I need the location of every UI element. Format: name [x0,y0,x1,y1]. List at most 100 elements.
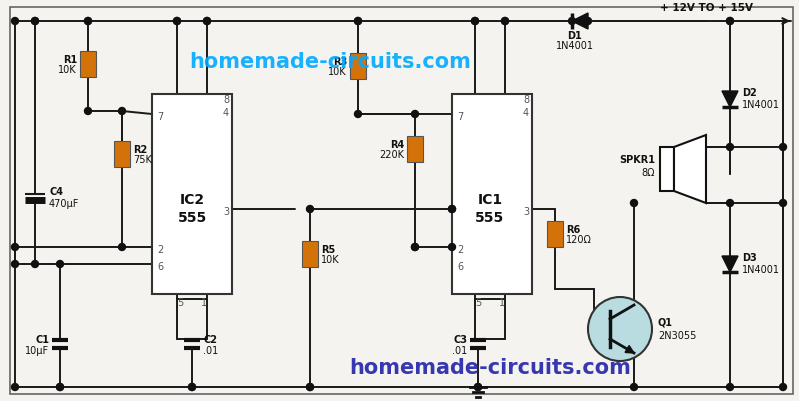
Text: C3: C3 [453,334,467,344]
Circle shape [85,108,92,115]
Bar [114,142,130,168]
Circle shape [630,200,638,207]
Bar [407,137,423,162]
Polygon shape [722,92,738,108]
Text: 1N4001: 1N4001 [742,264,780,274]
Text: 75K: 75K [133,155,152,164]
Circle shape [780,200,786,207]
Circle shape [189,383,196,391]
Text: Q1: Q1 [658,317,673,327]
Circle shape [307,206,313,213]
Circle shape [726,144,733,151]
Text: D1: D1 [567,31,582,41]
Circle shape [118,244,125,251]
Circle shape [173,18,181,25]
Circle shape [502,18,508,25]
Text: D2: D2 [742,88,757,98]
Circle shape [502,18,508,25]
Text: 1N4001: 1N4001 [742,100,780,110]
Text: 2: 2 [157,244,163,254]
Text: 5: 5 [475,297,481,307]
Text: 8: 8 [223,95,229,105]
Text: 1N4001: 1N4001 [556,41,594,51]
Text: R4: R4 [390,140,404,150]
Circle shape [57,261,63,268]
Text: IC2: IC2 [180,192,205,207]
Text: 555: 555 [177,211,207,225]
Text: IC1: IC1 [478,192,503,207]
Circle shape [85,18,92,25]
Text: 7: 7 [457,112,463,122]
Circle shape [204,18,210,25]
Text: SPKR1: SPKR1 [619,155,655,164]
Text: 470μF: 470μF [49,198,79,209]
Text: 3: 3 [523,207,529,217]
Circle shape [57,383,63,391]
Circle shape [118,108,125,115]
Text: + 12V TO + 15V: + 12V TO + 15V [660,3,753,13]
Text: .01: .01 [203,345,218,355]
Polygon shape [722,256,738,272]
Circle shape [726,18,733,25]
Circle shape [471,18,479,25]
Circle shape [726,383,733,391]
Circle shape [448,206,455,213]
Circle shape [585,18,591,25]
Circle shape [11,383,18,391]
Circle shape [57,383,63,391]
Circle shape [11,18,18,25]
Text: D3: D3 [742,252,757,262]
Text: 220K: 220K [379,150,404,160]
Text: .01: .01 [451,345,467,355]
Text: 10K: 10K [321,254,340,264]
Bar [350,54,366,80]
Bar [152,95,232,294]
Circle shape [355,111,361,118]
Circle shape [31,18,38,25]
Text: homemade-circuits.com: homemade-circuits.com [189,52,471,72]
Circle shape [355,18,361,25]
Text: 5: 5 [177,297,183,307]
Circle shape [569,18,575,25]
Polygon shape [674,136,706,203]
Text: 8: 8 [523,95,529,105]
Polygon shape [625,346,634,353]
Circle shape [11,244,18,251]
Text: 10K: 10K [58,65,77,75]
Circle shape [448,206,455,213]
Text: 120Ω: 120Ω [566,235,592,244]
Circle shape [630,383,638,391]
Text: 6: 6 [157,261,163,271]
Circle shape [726,200,733,207]
Text: 10K: 10K [328,67,347,77]
Bar [547,221,563,247]
Circle shape [189,383,196,391]
Circle shape [726,18,733,25]
Circle shape [448,244,455,251]
Text: R3: R3 [332,57,347,67]
Circle shape [31,18,38,25]
Text: 1: 1 [201,297,207,307]
Circle shape [475,383,482,391]
Text: 1: 1 [499,297,505,307]
Circle shape [31,261,38,268]
Circle shape [355,18,361,25]
Circle shape [307,383,313,391]
Text: homemade-circuits.com: homemade-circuits.com [349,357,631,377]
Text: 8Ω: 8Ω [642,168,655,178]
Bar [302,241,318,267]
Circle shape [475,383,482,391]
Bar [80,52,96,78]
Text: R2: R2 [133,145,147,155]
Text: 4: 4 [223,108,229,118]
Circle shape [85,18,92,25]
Text: 3: 3 [223,207,229,217]
Text: 7: 7 [157,112,163,122]
Text: C1: C1 [35,334,49,344]
Text: 555: 555 [475,211,505,225]
Circle shape [780,383,786,391]
Circle shape [173,18,181,25]
Text: 4: 4 [523,108,529,118]
Text: C2: C2 [203,334,217,344]
Text: 2N3055: 2N3055 [658,330,697,340]
